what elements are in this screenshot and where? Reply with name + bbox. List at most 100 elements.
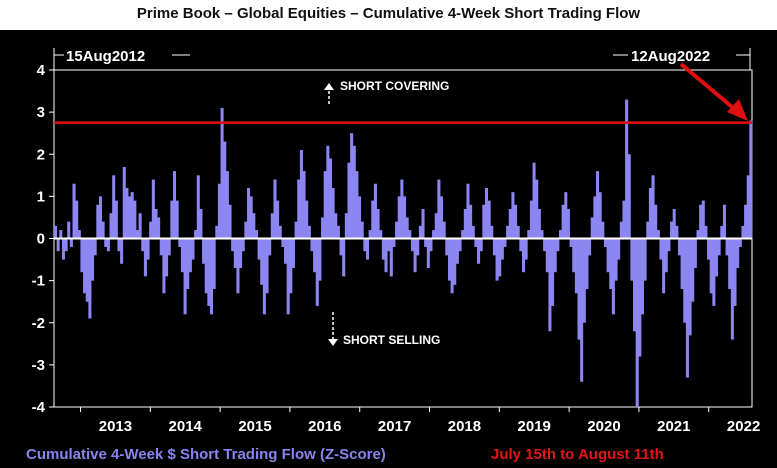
short-covering-annotation: SHORT COVERING bbox=[324, 79, 449, 104]
bar bbox=[617, 238, 621, 260]
bar bbox=[373, 183, 377, 239]
bar bbox=[72, 183, 76, 239]
bar bbox=[418, 225, 422, 239]
bar bbox=[437, 179, 441, 239]
bar bbox=[500, 238, 504, 260]
bar bbox=[326, 145, 330, 239]
x-tick-label: 2022 bbox=[727, 418, 760, 435]
bar bbox=[268, 238, 272, 256]
bar bbox=[336, 225, 340, 239]
bar bbox=[442, 221, 446, 239]
y-tick-label: 0 bbox=[37, 231, 45, 248]
bar bbox=[524, 238, 528, 260]
bar bbox=[633, 238, 637, 332]
bar bbox=[233, 238, 237, 268]
bar bbox=[572, 238, 576, 273]
bar bbox=[196, 175, 200, 239]
bar bbox=[408, 230, 412, 239]
bar bbox=[395, 221, 399, 239]
series-legend-label: Cumulative 4-Week $ Short Trading Flow (… bbox=[26, 446, 386, 463]
bar bbox=[228, 204, 232, 239]
bar bbox=[514, 204, 518, 239]
bar bbox=[162, 238, 166, 294]
bar bbox=[596, 171, 600, 239]
y-tick-label: -1 bbox=[32, 273, 45, 290]
bar bbox=[564, 192, 568, 239]
bar bbox=[278, 225, 282, 239]
bar bbox=[146, 238, 150, 260]
bar bbox=[276, 200, 280, 239]
bar bbox=[746, 175, 750, 239]
bar bbox=[490, 225, 494, 239]
bar bbox=[598, 192, 602, 239]
up-arrow-icon bbox=[324, 83, 334, 90]
bar bbox=[154, 209, 158, 239]
y-axis: 4 3 2 1 0 -1 -2 -3 -4 bbox=[32, 62, 54, 416]
bar bbox=[736, 238, 740, 268]
red-arrow-head bbox=[727, 99, 748, 121]
bar bbox=[453, 238, 457, 285]
bar bbox=[749, 120, 753, 239]
bar bbox=[167, 238, 171, 256]
bar bbox=[339, 238, 343, 256]
bar bbox=[707, 238, 711, 260]
bar bbox=[516, 225, 520, 239]
bar bbox=[291, 238, 295, 268]
bar bbox=[225, 171, 229, 239]
bar bbox=[519, 238, 523, 252]
bar bbox=[239, 238, 243, 268]
bar bbox=[183, 238, 187, 315]
bar bbox=[529, 200, 533, 239]
bar bbox=[241, 238, 245, 252]
bar bbox=[69, 238, 73, 247]
bar bbox=[120, 238, 124, 264]
bar bbox=[683, 238, 687, 323]
bar bbox=[302, 171, 306, 239]
bar bbox=[114, 200, 118, 239]
bar bbox=[59, 230, 63, 239]
bar bbox=[503, 238, 507, 247]
bar bbox=[260, 238, 264, 285]
bar bbox=[352, 145, 356, 239]
bar bbox=[371, 200, 375, 239]
bar bbox=[98, 196, 102, 239]
bar bbox=[188, 238, 192, 273]
bar bbox=[344, 213, 348, 239]
bar bbox=[106, 238, 110, 252]
bar bbox=[117, 238, 121, 252]
bar bbox=[638, 238, 642, 357]
bar bbox=[561, 204, 565, 239]
bar bbox=[413, 238, 417, 273]
bar bbox=[321, 217, 325, 239]
bar bbox=[625, 99, 629, 239]
x-tick-label: 2017 bbox=[378, 418, 411, 435]
bar bbox=[680, 238, 684, 290]
bar bbox=[305, 200, 309, 239]
bar bbox=[392, 238, 396, 247]
bar bbox=[696, 230, 700, 239]
bar bbox=[130, 192, 134, 239]
bar bbox=[461, 230, 465, 239]
bar bbox=[80, 238, 84, 273]
bar bbox=[350, 133, 354, 239]
bar bbox=[231, 238, 235, 252]
y-tick-label: -2 bbox=[32, 315, 45, 332]
y-tick-label: 1 bbox=[37, 188, 45, 205]
x-axis: 2013 2014 2015 2016 2017 2018 2019 2020 2021 2022 bbox=[80, 407, 760, 435]
bar bbox=[204, 238, 208, 294]
bar bbox=[704, 225, 708, 239]
bar bbox=[125, 187, 129, 239]
bar bbox=[511, 192, 515, 239]
x-tick-label: 2014 bbox=[169, 418, 203, 435]
bar bbox=[403, 196, 407, 239]
bar bbox=[85, 238, 89, 302]
x-tick-label: 2015 bbox=[238, 418, 271, 435]
bar bbox=[416, 238, 420, 256]
bar bbox=[307, 225, 311, 239]
chart-title: Prime Book – Global Equities – Cumulativ… bbox=[136, 5, 641, 22]
bar bbox=[458, 238, 462, 252]
bar bbox=[566, 209, 570, 239]
bar bbox=[622, 200, 626, 239]
bar bbox=[588, 238, 592, 256]
